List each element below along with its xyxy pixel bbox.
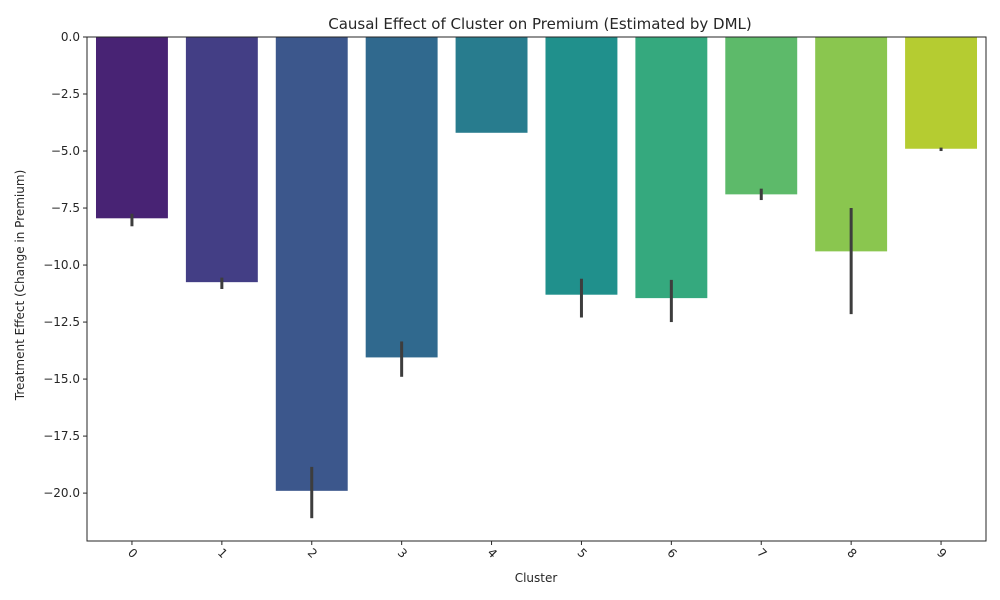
bar-3 xyxy=(365,37,438,358)
y-tick-label: −20.0 xyxy=(43,486,80,500)
x-tick-label-7: 7 xyxy=(754,546,769,561)
x-tick-label-6: 6 xyxy=(664,546,679,561)
chart-title: Causal Effect of Cluster on Premium (Est… xyxy=(328,15,752,33)
y-tick-label: −12.5 xyxy=(43,315,80,329)
bar-9 xyxy=(905,37,978,149)
plot-frame xyxy=(86,36,987,542)
bar-2 xyxy=(275,37,348,491)
error-bars-group xyxy=(130,147,943,519)
bar-5 xyxy=(545,37,618,295)
y-axis: 0.0 −2.5 −5.0 −7.5 −10.0 −12.5 −15.0 −17.5 −20.0 xyxy=(43,30,87,500)
y-tick-label: −2.5 xyxy=(51,87,80,101)
bar-0 xyxy=(95,37,168,219)
x-tick-label-4: 4 xyxy=(485,546,500,561)
y-tick-label: −5.0 xyxy=(51,144,80,158)
y-axis-label: Treatment Effect (Change in Premium) xyxy=(13,170,27,402)
x-tick-label-3: 3 xyxy=(395,546,410,561)
y-tick-label: −7.5 xyxy=(51,201,80,215)
bar-4 xyxy=(455,37,528,133)
y-tick-label: 0.0 xyxy=(61,30,80,44)
y-tick-label: −17.5 xyxy=(43,429,80,443)
x-tick-label-1: 1 xyxy=(215,546,230,561)
x-tick-label-0: 0 xyxy=(125,546,140,561)
bar-7 xyxy=(725,37,798,195)
bar-6 xyxy=(635,37,708,299)
bar-1 xyxy=(185,37,258,283)
x-tick-label-2: 2 xyxy=(305,546,320,561)
x-tick-label-8: 8 xyxy=(844,546,859,561)
y-tick-label: −15.0 xyxy=(43,372,80,386)
x-axis-label: Cluster xyxy=(515,571,558,585)
x-tick-label-5: 5 xyxy=(575,546,590,561)
y-tick-label: −10.0 xyxy=(43,258,80,272)
x-tick-label-9: 9 xyxy=(934,546,949,561)
x-axis: 0 1 2 3 4 5 6 7 8 9 xyxy=(125,541,949,561)
axes-frame xyxy=(86,36,987,542)
bars-group xyxy=(95,37,978,491)
